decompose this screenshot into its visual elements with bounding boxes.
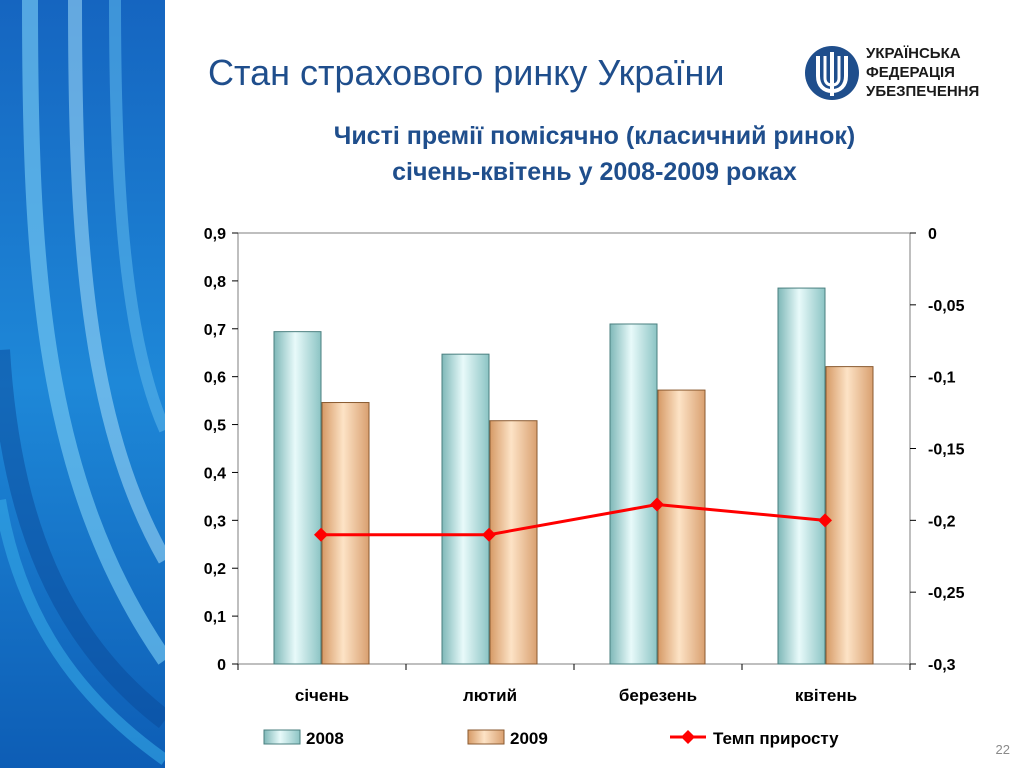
bar-2008 bbox=[273, 331, 322, 665]
chart-title: Чисті премії помісячно (класичний ринок)… bbox=[165, 118, 1024, 190]
left-tick-label: 0,2 bbox=[204, 561, 226, 578]
left-tick-label: 0,6 bbox=[204, 370, 226, 387]
bar-2008 bbox=[609, 323, 658, 665]
bar-2009 bbox=[825, 366, 874, 665]
category-label: березень bbox=[619, 686, 697, 705]
category-label: квітень bbox=[795, 686, 857, 705]
legend-swatch-2009 bbox=[467, 729, 505, 745]
legend: 2008 2009 Темп приросту bbox=[263, 729, 839, 748]
legend-line-marker bbox=[681, 730, 695, 744]
logo-text: УКРАЇНСЬКА ФЕДЕРАЦІЯ УБЕЗПЕЧЕННЯ bbox=[866, 44, 979, 101]
left-tick-label: 0,1 bbox=[204, 609, 226, 626]
legend-label-growth: Темп приросту bbox=[713, 729, 839, 748]
right-tick-label: -0,15 bbox=[928, 442, 965, 459]
right-axis: -0,3 -0,25 -0,2 -0,15 -0,1 -0,05 0 bbox=[910, 226, 965, 674]
side-decoration bbox=[0, 0, 165, 768]
trident-logo-icon bbox=[805, 46, 859, 100]
bar-2008 bbox=[441, 353, 490, 665]
page-number: 22 bbox=[995, 742, 1010, 757]
legend-label-2008: 2008 bbox=[306, 729, 344, 748]
growth-rate-line bbox=[321, 503, 826, 537]
federation-logo: УКРАЇНСЬКА ФЕДЕРАЦІЯ УБЕЗПЕЧЕННЯ bbox=[804, 42, 984, 104]
bar-2008 bbox=[777, 287, 826, 665]
category-label: лютий bbox=[463, 686, 517, 705]
right-tick-label: -0,3 bbox=[928, 657, 956, 674]
growth-rate-point bbox=[650, 497, 664, 512]
left-tick-label: 0,5 bbox=[204, 418, 226, 435]
line-series bbox=[314, 497, 832, 542]
bar-2009 bbox=[657, 389, 706, 665]
left-tick-label: 0,3 bbox=[204, 513, 226, 530]
chart-title-line: Чисті премії помісячно (класичний ринок) bbox=[333, 122, 856, 150]
right-tick-label: 0 bbox=[928, 226, 937, 243]
right-tick-label: -0,25 bbox=[928, 585, 965, 602]
category-labels: січень лютий березень квітень bbox=[295, 686, 857, 705]
legend-swatch-2008 bbox=[263, 729, 301, 745]
bar-2009 bbox=[489, 420, 538, 665]
left-tick-label: 0,8 bbox=[204, 274, 226, 291]
logo-line: ФЕДЕРАЦІЯ bbox=[866, 64, 955, 81]
right-tick-label: -0,05 bbox=[928, 298, 965, 315]
left-tick-label: 0 bbox=[217, 657, 226, 674]
logo-line: УБЕЗПЕЧЕННЯ bbox=[866, 83, 980, 100]
right-tick-label: -0,2 bbox=[928, 513, 956, 530]
growth-rate-point bbox=[482, 527, 496, 542]
logo-line: УКРАЇНСЬКА bbox=[866, 45, 961, 62]
growth-rate-point bbox=[314, 527, 328, 542]
category-label: січень bbox=[295, 686, 349, 705]
slide-title: Стан страхового ринку України bbox=[208, 52, 725, 93]
left-tick-label: 0,7 bbox=[204, 322, 226, 339]
legend-label-2009: 2009 bbox=[510, 729, 548, 748]
left-tick-label: 0,4 bbox=[204, 465, 226, 482]
growth-rate-point bbox=[818, 513, 832, 528]
left-tick-label: 0,9 bbox=[204, 226, 226, 243]
left-axis: 0 0,1 0,2 0,3 0,4 0,5 0,6 0,7 0,8 0,9 bbox=[204, 226, 911, 674]
chart-title-line: січень-квітень у 2008-2009 роках bbox=[392, 158, 797, 186]
right-tick-label: -0,1 bbox=[928, 370, 956, 387]
